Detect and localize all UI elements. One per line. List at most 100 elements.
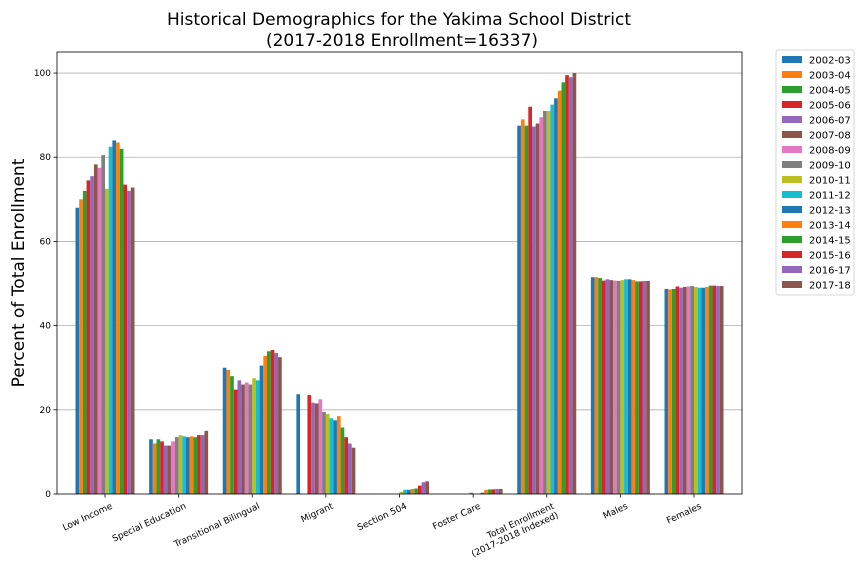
legend-label: 2007-08 — [809, 131, 851, 142]
bar — [278, 357, 282, 494]
bar — [149, 439, 153, 494]
bar — [90, 176, 94, 494]
bar — [682, 286, 687, 494]
legend-swatch — [782, 131, 802, 138]
bar — [572, 73, 577, 495]
legend-frame — [775, 49, 855, 296]
bar — [248, 384, 253, 494]
bar — [123, 184, 128, 494]
bar — [344, 437, 348, 494]
y-tick-label: 0 — [45, 490, 51, 500]
x-tick-label: Females — [665, 502, 703, 527]
bar — [668, 289, 672, 494]
bar — [601, 280, 606, 494]
bar — [101, 155, 105, 494]
bar — [609, 280, 613, 494]
bar — [469, 492, 474, 494]
bar — [546, 110, 551, 494]
bar — [152, 443, 157, 494]
bar — [333, 420, 337, 494]
bar — [694, 286, 698, 494]
x-tick-label: Migrant — [300, 501, 336, 525]
bar — [624, 279, 628, 494]
bar — [664, 288, 669, 494]
legend-swatch — [782, 116, 802, 123]
bar — [75, 207, 80, 494]
bar — [255, 380, 260, 494]
bar — [613, 280, 617, 494]
bar — [156, 439, 161, 494]
x-tick-label-group: Special Education — [111, 502, 188, 545]
legend-label: 2003-04 — [809, 71, 851, 82]
bar — [82, 190, 87, 494]
y-axis-title: Percent of Total Enrollment — [9, 158, 29, 387]
x-tick-label-group: Low Income — [61, 501, 114, 533]
legend-label: 2008-09 — [809, 146, 851, 157]
legend-label: 2015-16 — [809, 251, 851, 262]
x-tick-label-line: Males — [602, 502, 630, 522]
legend: 2002-03 2003-04 2004-05 2005-06 2006-07 2007-… — [775, 49, 855, 296]
bar — [241, 384, 245, 494]
x-tick-label-line: Section 504 — [356, 502, 409, 534]
y-tick-label: 80 — [40, 153, 52, 163]
legend-label: 2006-07 — [809, 116, 851, 127]
chart-title-line2: (2017-2018 Enrollment=16337) — [266, 31, 538, 51]
bars — [75, 73, 724, 495]
legend-label: 2014-15 — [809, 236, 851, 247]
bar — [517, 125, 521, 495]
bar — [532, 126, 536, 494]
y-ticks: 0 20 40 60 80 100 — [34, 69, 57, 500]
bar — [130, 187, 135, 494]
bar — [351, 447, 356, 494]
bar — [561, 82, 566, 495]
bar — [425, 481, 429, 494]
bar — [642, 280, 647, 494]
bar — [163, 445, 168, 494]
bar — [174, 437, 179, 494]
bar — [491, 489, 496, 494]
bar — [105, 188, 109, 495]
x-tick-label-line: Foster Care — [431, 501, 482, 532]
bar — [557, 90, 562, 495]
bar — [484, 489, 488, 494]
bar — [403, 489, 407, 494]
legend-label: 2004-05 — [809, 86, 851, 97]
bar — [307, 395, 312, 494]
legend-label: 2013-14 — [809, 221, 851, 232]
bar — [197, 435, 201, 494]
legend-label: 2016-17 — [809, 266, 851, 277]
bar — [705, 286, 709, 494]
bar — [565, 75, 569, 495]
bar — [160, 441, 164, 494]
bar — [274, 352, 279, 494]
x-tick-label-line: Low Income — [61, 501, 114, 533]
x-tick-label: Section 504 — [356, 502, 409, 534]
y-axis-title-group: Percent of Total Enrollment — [9, 158, 29, 387]
x-tick-label: Foster Care — [431, 501, 482, 532]
bar — [189, 436, 194, 494]
bar — [716, 286, 720, 494]
bar — [712, 285, 717, 494]
bar — [86, 180, 91, 494]
legend-label: 2009-10 — [809, 161, 851, 172]
y-tick-label: 40 — [40, 322, 52, 332]
bar — [314, 403, 319, 494]
x-tick-label-group: Section 504 — [356, 502, 409, 534]
chart-title-line1: Historical Demographics for the Yakima S… — [167, 10, 631, 30]
bar — [701, 287, 706, 494]
bar — [322, 411, 326, 494]
x-tick-label: Males — [602, 502, 630, 522]
bar — [270, 350, 275, 494]
x-tick-label-line: Special Education — [111, 502, 188, 545]
legend-swatch — [782, 251, 802, 258]
x-tick-label-line: Migrant — [300, 501, 336, 525]
x-tick-label-group: Females — [665, 502, 703, 527]
bar — [200, 435, 205, 494]
bar — [498, 488, 503, 494]
bar — [495, 488, 499, 494]
bar — [690, 286, 694, 494]
legend-swatch — [782, 266, 802, 273]
bar — [222, 367, 227, 494]
bar — [97, 167, 102, 494]
x-tick-label-group: Foster Care — [431, 501, 482, 532]
